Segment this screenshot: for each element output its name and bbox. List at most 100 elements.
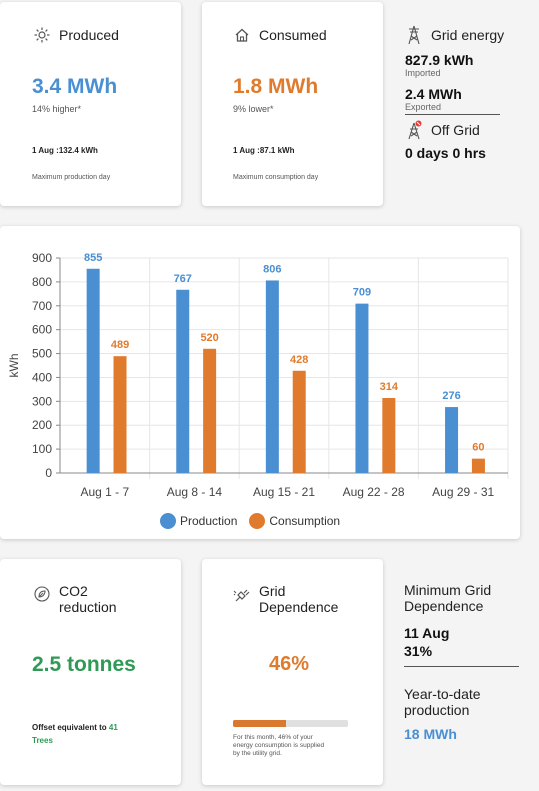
consumption-bar <box>292 370 306 473</box>
consumption-bar <box>471 458 485 473</box>
dependence-progress-fill <box>233 720 286 727</box>
legend-production-label: Production <box>180 514 238 528</box>
legend-production[interactable]: Production <box>160 513 237 529</box>
dependence-progress-track <box>233 720 348 727</box>
chart-legend: Production Consumption <box>160 513 340 529</box>
legend-consumption-swatch <box>249 513 266 529</box>
min-grid-title: Minimum Grid Dependence <box>404 582 492 614</box>
produced-delta: 14% higher* <box>32 104 82 114</box>
co2-title-line2: reduction <box>59 599 117 615</box>
production-data-label: 709 <box>353 287 371 299</box>
consumption-bar <box>203 348 217 473</box>
production-data-label: 806 <box>263 263 281 275</box>
home-icon <box>233 26 251 44</box>
offgrid-value: 0 days 0 hrs <box>405 145 486 161</box>
consumed-value: 1.8 MWh <box>233 75 319 98</box>
consumed-title: Consumed <box>259 27 327 43</box>
power-tower-icon <box>405 25 423 45</box>
co2-offset-text: Offset equivalent to <box>32 723 107 732</box>
y-tick-label: 100 <box>32 442 52 456</box>
x-tick-label: Aug 8 - 14 <box>167 485 223 499</box>
y-tick-label: 700 <box>32 299 52 313</box>
exported-label: Exported <box>405 102 442 112</box>
consumption-bar <box>113 356 127 473</box>
consumption-data-label: 314 <box>380 381 399 393</box>
y-tick-label: 0 <box>45 466 52 480</box>
dependence-value: 46% <box>269 653 310 675</box>
production-bar <box>176 289 190 473</box>
divider-2 <box>404 666 519 667</box>
co2-offset-count: 41 <box>108 723 118 732</box>
co2-offset-unit: Trees <box>32 736 53 745</box>
produced-max-day-label: Maximum production day <box>32 174 111 181</box>
consumption-data-label: 428 <box>290 354 308 366</box>
imported-label: Imported <box>405 68 441 78</box>
produced-header: Produced <box>33 26 119 44</box>
production-data-label: 855 <box>84 252 102 264</box>
ytd-title: Year-to-date production <box>404 686 481 718</box>
dependence-note: For this month, 46% of your energy consu… <box>233 734 325 757</box>
ytd-panel: Year-to-date production 18 MWh <box>404 686 519 742</box>
sun-icon <box>33 26 51 44</box>
consumed-max-day: 1 Aug :87.1 kWh <box>233 146 295 155</box>
y-tick-label: 800 <box>32 275 52 289</box>
dependence-title-line2: Dependence <box>259 599 339 615</box>
x-tick-label: Aug 15 - 21 <box>253 485 315 499</box>
production-data-label: 276 <box>442 390 460 402</box>
y-tick-label: 900 <box>32 251 52 265</box>
consumption-bar <box>382 397 396 473</box>
produced-title: Produced <box>59 27 119 43</box>
consumption-data-label: 520 <box>200 332 218 344</box>
y-tick-label: 500 <box>32 347 52 361</box>
plug-icon <box>233 587 251 605</box>
produced-max-day: 1 Aug :132.4 kWh <box>32 146 98 155</box>
co2-value: 2.5 tonnes <box>32 653 136 676</box>
grid-energy-title: Grid energy <box>431 27 505 43</box>
legend-production-swatch <box>160 513 176 529</box>
ytd-value: 18 MWh <box>404 726 457 742</box>
consumption-data-label: 489 <box>111 339 129 351</box>
exported-value: 2.4 MWh <box>405 86 462 102</box>
y-axis-label: kWh <box>7 354 21 378</box>
legend-consumption[interactable]: Consumption <box>249 513 340 529</box>
production-data-label: 767 <box>174 273 192 285</box>
y-tick-label: 400 <box>32 370 52 384</box>
dependence-title-line1: Grid <box>259 583 286 599</box>
offgrid-tower-icon <box>405 120 423 140</box>
production-bar <box>445 407 459 473</box>
consumed-max-day-label: Maximum consumption day <box>233 174 319 181</box>
chart-card: 0 100 200 300 400 500 600 700 800 900 kWh 855 489 Aug… <box>0 226 520 539</box>
offgrid-header: Off Grid <box>405 120 505 140</box>
consumption-data-label: 60 <box>472 442 484 454</box>
consumed-delta: 9% lower* <box>233 104 274 114</box>
consumed-card: Consumed 1.8 MWh 9% lower* 1 Aug :87.1 k… <box>202 2 383 206</box>
produced-card: Produced 3.4 MWh 14% higher* 1 Aug :132.… <box>0 2 181 206</box>
produced-value: 3.4 MWh <box>32 75 118 98</box>
divider <box>405 114 500 115</box>
consumed-header: Consumed <box>233 26 327 44</box>
x-tick-label: Aug 29 - 31 <box>432 485 494 499</box>
dependence-header: Grid Dependence <box>233 583 338 615</box>
x-tick-label: Aug 1 - 7 <box>80 485 129 499</box>
leaf-icon <box>33 585 51 603</box>
y-tick-label: 600 <box>32 323 52 337</box>
co2-card: CO2 reduction 2.5 tonnes Offset equivale… <box>0 559 181 785</box>
imported-value: 827.9 kWh <box>405 52 474 68</box>
production-bar <box>265 280 279 473</box>
y-tick-label: 300 <box>32 394 52 408</box>
co2-offset: Offset equivalent to 41 Trees <box>32 721 142 747</box>
co2-header: CO2 reduction <box>33 583 117 615</box>
energy-bar-chart: 0 100 200 300 400 500 600 700 800 900 kWh 855 489 Aug… <box>7 251 509 499</box>
production-bar <box>355 303 369 473</box>
legend-consumption-label: Consumption <box>269 514 341 528</box>
min-grid-panel: Minimum Grid Dependence 11 Aug 31% <box>404 582 519 667</box>
grid-energy-header: Grid energy <box>405 25 505 45</box>
y-tick-label: 200 <box>32 418 52 432</box>
min-grid-date: 11 Aug <box>404 625 450 641</box>
grid-dependence-card: Grid Dependence 46% For this month, 46% … <box>202 559 383 785</box>
min-grid-value: 31% <box>404 643 433 659</box>
x-tick-label: Aug 22 - 28 <box>343 485 405 499</box>
grid-energy-panel: Grid energy 827.9 kWh Imported 2.4 MWh E… <box>405 25 505 161</box>
production-bar <box>86 268 100 473</box>
co2-title-line1: CO2 <box>59 583 88 599</box>
